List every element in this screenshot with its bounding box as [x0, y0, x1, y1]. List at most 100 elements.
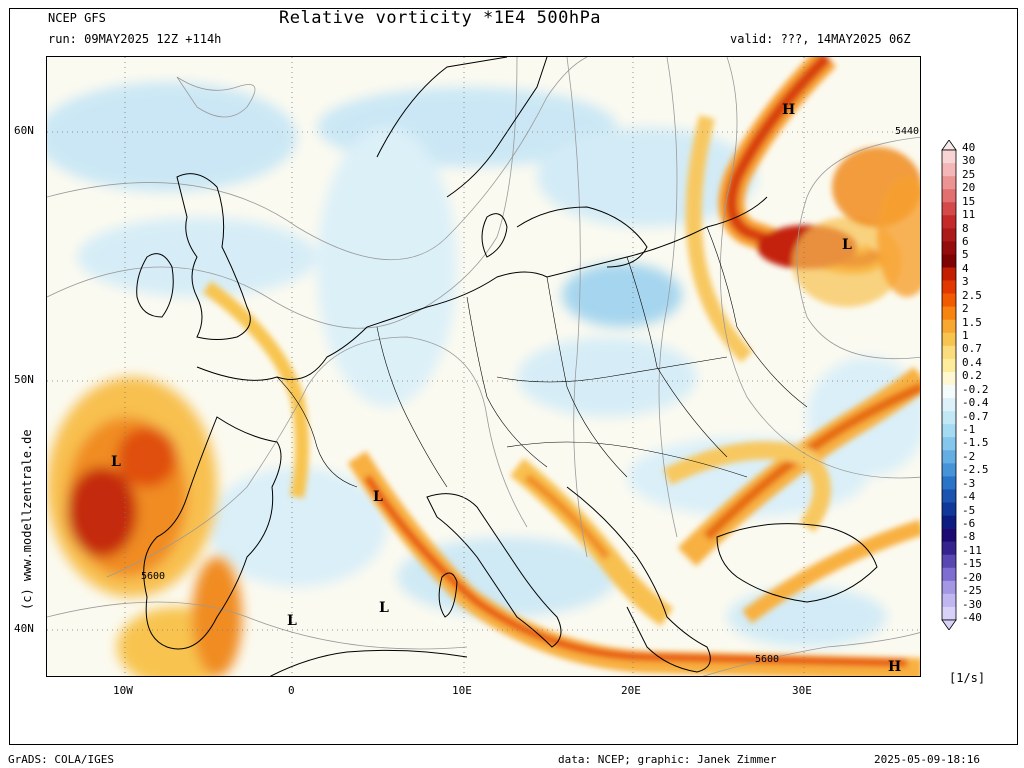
legend-swatch [942, 567, 956, 582]
legend-swatch [942, 267, 956, 281]
legend-swatch [942, 450, 956, 464]
low-pressure-marker: L [842, 237, 852, 253]
legend-swatch [942, 385, 956, 399]
contour-label: 5600 [755, 654, 780, 665]
lon-tick-label: 10W [113, 684, 133, 697]
legend-level-label: -0.4 [962, 396, 989, 410]
country-borders [276, 226, 808, 488]
eastern-jet-streaks [662, 115, 920, 624]
watermark: (c) www.modellzentrale.de [20, 429, 34, 610]
legend-level-label: 11 [962, 208, 976, 222]
high-pressure-marker: H [888, 659, 902, 675]
legend-swatch [942, 424, 956, 438]
model-name: NCEP GFS [48, 11, 106, 25]
legend-level-label: 0.2 [962, 369, 982, 383]
legend-level-label: 2 [962, 302, 969, 316]
legend-swatch [942, 358, 956, 373]
legend-swatch [942, 554, 956, 569]
low-pressure-marker: L [373, 489, 383, 505]
legend-swatch [942, 593, 956, 608]
legend-level-label: -8 [962, 530, 976, 544]
legend-level-label: 25 [962, 167, 976, 181]
legend-level-label: 1.5 [962, 315, 982, 329]
legend-swatch [942, 189, 956, 203]
legend-level-label: -2 [962, 449, 976, 463]
legend-swatch [942, 306, 956, 321]
coastlines [136, 57, 878, 676]
legend-swatch [942, 280, 956, 294]
lat-tick-label: 50N [14, 373, 34, 386]
legend-level-label: 8 [962, 221, 969, 235]
legend-level-label: -4 [962, 490, 976, 504]
legend-level-label: -0.2 [962, 382, 989, 396]
legend-level-label: 4 [962, 261, 969, 275]
northeast-cutoff-low [718, 57, 920, 307]
legend-level-label: 15 [962, 194, 976, 208]
legend-level-label: -1 [962, 423, 976, 436]
legend-swatch [942, 489, 956, 503]
high-pressure-marker: H [782, 102, 796, 118]
legend-swatch [942, 228, 956, 242]
legend-level-label: -40 [962, 611, 982, 624]
legend-level-label: 30 [962, 154, 976, 168]
legend-swatch [942, 411, 956, 425]
geopotential-contours [47, 57, 920, 676]
legend-level-label: -3 [962, 476, 976, 490]
lon-tick-label: 0 [288, 684, 295, 697]
legend-swatch [942, 541, 956, 556]
lat-tick-label: 40N [14, 622, 34, 635]
legend-swatch [942, 215, 956, 229]
legend-level-label: 1 [962, 329, 969, 342]
legend-level-label: 40 [962, 141, 976, 154]
legend-swatch [942, 606, 956, 621]
legend-level-label: -1.5 [962, 436, 989, 450]
legend-level-label: -20 [962, 570, 982, 584]
lon-tick-label: 10E [452, 684, 472, 697]
legend-level-label: 5 [962, 248, 969, 262]
legend-level-label: 6 [962, 235, 969, 248]
legend-swatch [942, 254, 956, 268]
legend-level-label: -6 [962, 517, 976, 530]
legend-level-label: -5 [962, 503, 976, 517]
legend-swatch [942, 202, 956, 216]
legend-swatch [942, 241, 956, 255]
legend-level-label: -0.7 [962, 409, 989, 423]
lon-tick-label: 20E [621, 684, 641, 697]
lon-tick-label: 30E [792, 684, 812, 697]
legend-level-label: 3 [962, 275, 969, 289]
legend-level-label: 0.4 [962, 355, 982, 369]
legend-swatch [942, 476, 956, 490]
chart-title: Relative vorticity *1E4 500hPa [279, 8, 602, 28]
low-pressure-marker: L [111, 454, 121, 470]
map-canvas [47, 57, 920, 676]
legend-colorbar [941, 140, 957, 630]
legend-unit: [1/s] [949, 671, 986, 685]
legend-swatch [942, 319, 956, 334]
legend-swatch [942, 437, 956, 451]
valid-time: valid: ???, 14MAY2025 06Z [730, 32, 911, 46]
lat-tick-label: 60N [14, 124, 34, 137]
legend-swatch [942, 528, 956, 542]
legend-swatch [942, 398, 956, 412]
legend-level-label: -15 [962, 557, 982, 571]
low-pressure-marker: L [287, 613, 297, 629]
run-info: run: 09MAY2025 12Z +114h [48, 32, 222, 46]
legend-level-label: -11 [962, 543, 982, 557]
lat-lon-grid [47, 57, 920, 676]
contour-label: 5600 [141, 571, 166, 582]
legend-swatch [942, 345, 956, 360]
legend-level-label: 2.5 [962, 288, 982, 302]
legend-level-label: -30 [962, 597, 982, 611]
footer-timestamp: 2025-05-09-18:16 [874, 753, 980, 766]
footer-credits: data: NCEP; graphic: Janek Zimmer [558, 753, 777, 766]
legend-swatch [942, 163, 956, 177]
footer-software: GrADS: COLA/IGES [8, 753, 114, 766]
mediterranean-band [202, 281, 920, 676]
legend-level-label: 20 [962, 181, 976, 195]
legend-swatch [942, 176, 956, 190]
low-pressure-marker: L [379, 600, 389, 616]
legend-level-label: -2.5 [962, 463, 989, 477]
legend-level-label: -25 [962, 584, 982, 598]
legend-swatch [942, 502, 956, 516]
legend-swatch [942, 293, 956, 307]
